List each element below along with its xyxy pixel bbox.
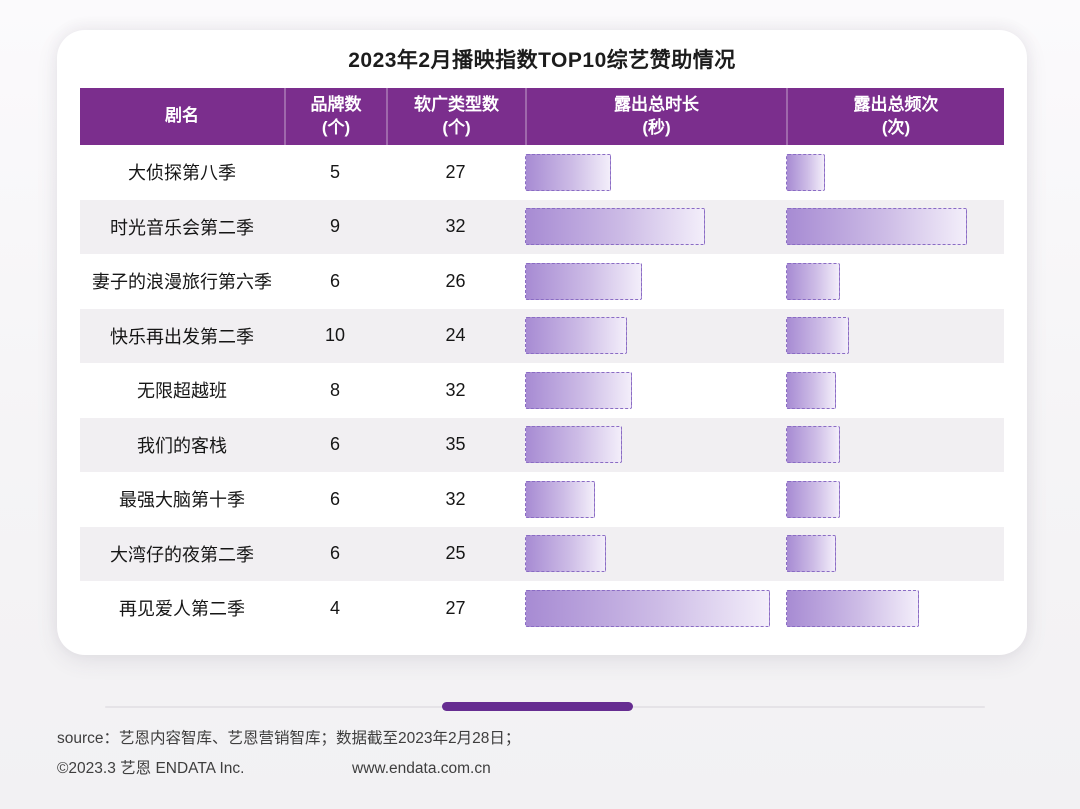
table-header: 剧名 品牌数 (个) 软广类型数 (个) 露出总时长 (秒) 露出总频次 (次)	[80, 88, 1004, 145]
column-label: 剧名	[165, 106, 199, 126]
duration-bar	[524, 480, 596, 518]
report-card: 2023年2月播映指数TOP10综艺赞助情况 剧名 品牌数 (个) 软广类型数 …	[57, 30, 1027, 655]
frequency-bar-cell	[786, 145, 1004, 200]
duration-bar-cell	[524, 581, 786, 636]
show-name: 快乐再出发第二季	[110, 326, 254, 347]
frequency-bar-cell	[786, 309, 1004, 364]
frequency-bar-cell	[786, 254, 1004, 309]
duration-bar-cell	[524, 527, 786, 582]
column-unit: (秒)	[642, 117, 671, 137]
frequency-bar	[786, 480, 841, 518]
brand-count: 9	[330, 216, 341, 237]
duration-bar	[524, 589, 771, 627]
duration-bar	[524, 262, 643, 300]
table-row: 最强大脑第十季 6 32	[80, 472, 1004, 527]
column-header-soft-ad-types: 软广类型数 (个)	[386, 88, 525, 145]
column-header-brand-count: 品牌数 (个)	[284, 88, 386, 145]
soft-ad-type-count: 35	[445, 434, 466, 455]
brand-count: 8	[330, 379, 341, 400]
column-header-exposure-duration: 露出总时长 (秒)	[524, 88, 786, 145]
frequency-bar-cell	[786, 472, 1004, 527]
column-header-exposure-frequency: 露出总频次 (次)	[786, 88, 1004, 145]
duration-bar-cell	[524, 309, 786, 364]
table-row: 再见爱人第二季 4 27	[80, 581, 1004, 636]
frequency-bar-cell	[786, 200, 1004, 255]
duration-bar	[524, 208, 706, 246]
table-row: 时光音乐会第二季 9 32	[80, 199, 1004, 255]
show-name: 时光音乐会第二季	[110, 217, 254, 238]
column-label: 露出总时长	[613, 95, 699, 115]
frequency-bar	[786, 535, 837, 573]
progress-divider	[0, 701, 1080, 713]
column-header-show-name: 剧名	[80, 88, 284, 145]
brand-count: 6	[330, 434, 341, 455]
duration-bar-cell	[524, 472, 786, 527]
chart-title: 2023年2月播映指数TOP10综艺赞助情况	[348, 49, 736, 72]
duration-bar	[524, 426, 622, 464]
show-name: 无限超越班	[137, 381, 227, 402]
column-label: 露出总频次	[853, 95, 939, 115]
table-row: 我们的客栈 6 35	[80, 417, 1004, 473]
brand-count: 10	[325, 325, 346, 346]
duration-bar-cell	[524, 418, 786, 473]
soft-ad-type-count: 26	[445, 270, 466, 291]
frequency-bar	[786, 262, 841, 300]
duration-bar	[524, 535, 606, 573]
frequency-bar-cell	[786, 418, 1004, 473]
website-text: www.endata.com.cn	[352, 760, 491, 777]
brand-count: 6	[330, 270, 341, 291]
table-row: 大侦探第八季 5 27	[80, 145, 1004, 200]
duration-bar-cell	[524, 363, 786, 418]
footer: source：艺恩内容智库、艺恩营销智库；数据截至2023年2月28日； ©20…	[57, 724, 1017, 784]
divider-accent-pill	[442, 702, 633, 711]
column-unit: (个)	[442, 117, 471, 137]
brand-count: 6	[330, 488, 341, 509]
show-name: 大湾仔的夜第二季	[110, 544, 254, 565]
soft-ad-type-count: 32	[445, 488, 466, 509]
footer-second-line: ©2023.3 艺恩 ENDATA Inc. www.endata.com.cn	[57, 754, 1017, 784]
soft-ad-type-count: 27	[445, 161, 466, 182]
soft-ad-type-count: 24	[445, 325, 466, 346]
show-name: 妻子的浪漫旅行第六季	[92, 272, 272, 293]
column-unit: (次)	[881, 117, 911, 137]
duration-bar-cell	[524, 254, 786, 309]
source-text: source：艺恩内容智库、艺恩营销智库；数据截至2023年2月28日；	[57, 730, 521, 747]
brand-count: 6	[330, 543, 341, 564]
table-row: 快乐再出发第二季 10 24	[80, 308, 1004, 364]
soft-ad-type-count: 25	[445, 543, 466, 564]
duration-bar-cell	[524, 200, 786, 255]
show-name: 我们的客栈	[137, 435, 227, 456]
duration-bar-cell	[524, 145, 786, 200]
frequency-bar	[786, 153, 826, 191]
brand-count: 5	[330, 161, 341, 182]
column-label: 品牌数	[310, 95, 362, 115]
soft-ad-type-count: 32	[445, 379, 466, 400]
frequency-bar	[786, 589, 919, 627]
show-name: 大侦探第八季	[128, 163, 236, 184]
table-row: 无限超越班 8 32	[80, 363, 1004, 418]
frequency-bar-cell	[786, 581, 1004, 636]
duration-bar	[524, 153, 612, 191]
soft-ad-type-count: 27	[445, 597, 466, 618]
frequency-bar	[786, 426, 841, 464]
frequency-bar-cell	[786, 363, 1004, 418]
frequency-bar	[786, 317, 850, 355]
show-name: 最强大脑第十季	[119, 490, 245, 511]
table-row: 大湾仔的夜第二季 6 25	[80, 526, 1004, 582]
column-unit: (个)	[321, 117, 351, 137]
duration-bar	[524, 317, 627, 355]
copyright-text: ©2023.3 艺恩 ENDATA Inc.	[57, 760, 245, 777]
show-name: 再见爱人第二季	[119, 599, 245, 620]
soft-ad-type-count: 32	[445, 216, 466, 237]
sponsorship-table: 剧名 品牌数 (个) 软广类型数 (个) 露出总时长 (秒) 露出总频次 (次)…	[80, 88, 1004, 636]
table-row: 妻子的浪漫旅行第六季 6 26	[80, 254, 1004, 309]
table-body: 大侦探第八季 5 27 时光音乐会第二季 9 32 妻子的浪漫旅行第六季 6 2…	[80, 145, 1004, 636]
frequency-bar-cell	[786, 527, 1004, 582]
frequency-bar	[786, 208, 967, 246]
duration-bar	[524, 371, 632, 409]
brand-count: 4	[330, 597, 341, 618]
column-label: 软广类型数	[414, 95, 499, 115]
frequency-bar	[786, 371, 837, 409]
